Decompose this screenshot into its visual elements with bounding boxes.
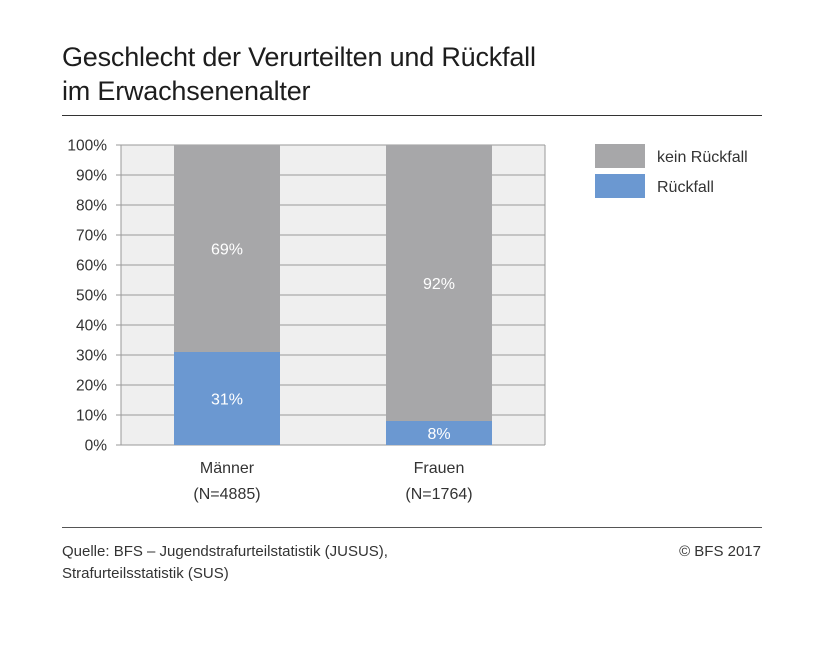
ytick-label-70: 70% <box>76 228 107 245</box>
ytick-label-90: 90% <box>76 168 107 185</box>
source-line-1: Quelle: BFS – Jugendstrafurteilstatistik… <box>62 543 388 560</box>
ytick-label-0: 0% <box>85 438 108 455</box>
category-label-maenner-line-2: (N=4885) <box>193 486 260 503</box>
legend-label-rueckfall: Rückfall <box>657 179 714 196</box>
category-label-frauen-line-2: (N=1764) <box>405 486 472 503</box>
ytick-label-80: 80% <box>76 198 107 215</box>
category-label-frauen-line-1: Frauen <box>414 460 465 477</box>
ytick-label-30: 30% <box>76 348 107 365</box>
chart-title: Geschlecht der Verurteilten und Rückfall… <box>62 40 762 108</box>
ytick-label-50: 50% <box>76 288 107 305</box>
legend-swatch-kein-rueckfall <box>595 144 645 168</box>
category-label-maenner-line-1: Männer <box>200 460 255 477</box>
ytick-label-40: 40% <box>76 318 107 335</box>
data-label-maenner-kein-rueckfall: 69% <box>211 242 243 259</box>
source-line-2: Strafurteilsstatistik (SUS) <box>62 565 229 582</box>
legend-swatch-rueckfall <box>595 174 645 198</box>
ytick-label-100: 100% <box>67 138 107 155</box>
data-label-frauen-kein-rueckfall: 92% <box>423 276 455 293</box>
title-divider <box>62 115 762 116</box>
ytick-label-20: 20% <box>76 378 107 395</box>
ytick-label-10: 10% <box>76 408 107 425</box>
chart-title-line-2: im Erwachsenenalter <box>62 76 311 106</box>
data-label-frauen-rueckfall: 8% <box>427 426 450 443</box>
footer-divider <box>62 527 762 528</box>
chart-title-line-1: Geschlecht der Verurteilten und Rückfall <box>62 42 536 72</box>
bar-frauen-rueckfall <box>386 421 492 445</box>
bar-maenner-kein-rueckfall <box>174 145 280 352</box>
data-label-maenner-rueckfall: 31% <box>211 392 243 409</box>
bar-maenner-rueckfall <box>174 352 280 445</box>
ytick-label-60: 60% <box>76 258 107 275</box>
bar-frauen-kein-rueckfall <box>386 145 492 421</box>
source-note: Quelle: BFS – Jugendstrafurteilstatistik… <box>62 541 388 585</box>
copyright-note: © BFS 2017 <box>679 543 761 560</box>
legend-label-kein-rueckfall: kein Rückfall <box>657 149 748 166</box>
